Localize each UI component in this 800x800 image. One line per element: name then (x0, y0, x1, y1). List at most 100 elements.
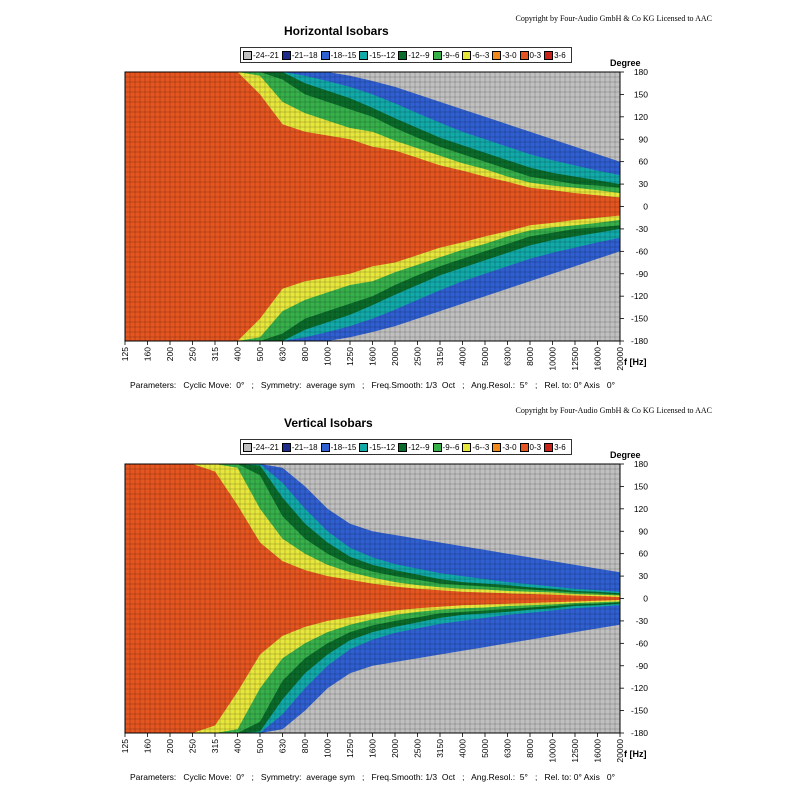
legend-label: -3-0 (502, 442, 517, 452)
x-tick-label: 160 (143, 739, 153, 753)
legend-item: -18--15 (320, 441, 356, 453)
legend-swatch (432, 50, 442, 60)
x-tick-label: 10000 (548, 739, 558, 763)
legend-swatch (519, 50, 529, 60)
legend-swatch (243, 442, 252, 452)
legend-swatch (359, 442, 369, 452)
legend-item: -9--6 (432, 441, 460, 453)
legend-label: 3-6 (554, 442, 566, 452)
x-tick-label: 2500 (413, 347, 423, 366)
x-tick-label: 6300 (503, 739, 513, 758)
legend-label: -3-0 (502, 50, 517, 60)
x-tick-label: 315 (210, 347, 220, 361)
x-tick-label: 6300 (503, 347, 513, 366)
legend-item: -3-0 (492, 49, 517, 61)
legend-item: 0-3 (519, 49, 542, 61)
isobar-band-minus21_18-upper (125, 72, 620, 162)
x-tick-label: 8000 (525, 739, 535, 758)
legend-swatch (320, 442, 330, 452)
degree-axis-label: Degree (610, 58, 641, 68)
legend-label: -6--3 (472, 50, 490, 60)
x-tick-label: 20000 (615, 347, 625, 371)
x-tick-label: 1250 (345, 347, 355, 366)
y-tick-label: 90 (639, 134, 649, 144)
legend-label: -6--3 (472, 442, 490, 452)
legend: -24--21 -21--18 -18--15 -15--12 -12--9 -9--6 -… (240, 439, 572, 455)
y-tick-label: -90 (636, 661, 649, 671)
x-axis-unit-label: f [Hz] (624, 749, 647, 759)
y-tick-label: 120 (634, 504, 648, 514)
x-tick-label: 4000 (458, 739, 468, 758)
legend-label: -12--9 (408, 50, 430, 60)
legend-item: 3-6 (544, 441, 566, 453)
copyright-text: Copyright by Four-Audio GmbH & Co KG Lic… (515, 14, 713, 23)
legend-item: -18--15 (320, 49, 357, 61)
legend-item: 3-6 (544, 49, 566, 61)
y-tick-label: -180 (631, 336, 648, 346)
y-tick-label: 180 (634, 67, 648, 77)
x-tick-label: 1600 (368, 739, 378, 758)
x-tick-label: 800 (300, 739, 310, 753)
legend-label: -9--6 (442, 442, 460, 452)
x-tick-label: 400 (233, 347, 243, 361)
y-tick-label: 30 (639, 179, 649, 189)
legend-label: -18--15 (330, 50, 357, 60)
y-tick-label: -150 (631, 314, 648, 324)
x-tick-label: 2000 (390, 739, 400, 758)
x-tick-label: 5000 (480, 347, 490, 366)
y-tick-label: 30 (639, 571, 649, 581)
legend-swatch (432, 442, 442, 452)
y-tick-label: 150 (634, 481, 648, 491)
y-tick-label: 60 (639, 157, 649, 167)
isobar-band-minus21_18-lower (125, 624, 620, 733)
x-tick-label: 630 (278, 739, 288, 753)
legend-item: -12--9 (398, 441, 430, 453)
legend-item: -12--9 (398, 49, 430, 61)
legend-label: -24--21 (253, 442, 279, 452)
y-tick-label: -60 (636, 638, 649, 648)
x-axis-unit-label: f [Hz] (624, 357, 647, 367)
degree-axis-label: Degree (610, 450, 641, 460)
legend-item: -3-0 (492, 441, 517, 453)
x-tick-label: 2500 (413, 739, 423, 758)
x-tick-label: 10000 (548, 347, 558, 371)
plot-grid (124, 71, 621, 341)
y-tick-label: 120 (634, 112, 648, 122)
legend-item: -6--3 (462, 49, 489, 61)
isobar-band-minus21_18-lower (125, 251, 620, 341)
y-tick-label: 90 (639, 526, 649, 536)
legend-swatch (398, 50, 408, 60)
legend-swatch (320, 50, 330, 60)
x-tick-label: 125 (120, 347, 130, 361)
y-tick-label: -30 (636, 616, 649, 626)
x-tick-label: 250 (188, 347, 198, 361)
x-tick-label: 125 (120, 739, 130, 753)
legend-swatch (281, 442, 291, 452)
legend-item: -6--3 (462, 441, 489, 453)
copyright-text: Copyright by Four-Audio GmbH & Co KG Lic… (515, 406, 713, 415)
legend-swatch (243, 50, 252, 60)
legend-swatch (519, 442, 529, 452)
legend-swatch (492, 442, 502, 452)
legend-swatch (544, 442, 554, 452)
horizontal-isobars-panel: Copyright by Four-Audio GmbH & Co KG Lic… (0, 8, 800, 398)
legend-label: -21--18 (291, 50, 318, 60)
x-tick-label: 1000 (323, 347, 333, 366)
legend-item: -21--18 (281, 49, 318, 61)
x-tick-label: 16000 (593, 347, 603, 371)
legend-swatch (462, 442, 472, 452)
y-tick-label: -60 (636, 246, 649, 256)
y-tick-label: 60 (639, 549, 649, 559)
x-tick-label: 200 (165, 739, 175, 753)
legend-label: -24--21 (253, 50, 279, 60)
legend-label: -15--12 (369, 442, 396, 452)
x-tick-label: 1600 (368, 347, 378, 366)
y-tick-label: 0 (643, 594, 648, 604)
x-tick-label: 800 (300, 347, 310, 361)
x-tick-label: 5000 (480, 739, 490, 758)
y-tick-label: -30 (636, 224, 649, 234)
parameters-line: Parameters: Cyclic Move: 0° ; Symmetry: … (130, 380, 616, 390)
legend-label: 0-3 (529, 50, 542, 60)
legend-swatch (359, 50, 369, 60)
legend-swatch (398, 442, 408, 452)
